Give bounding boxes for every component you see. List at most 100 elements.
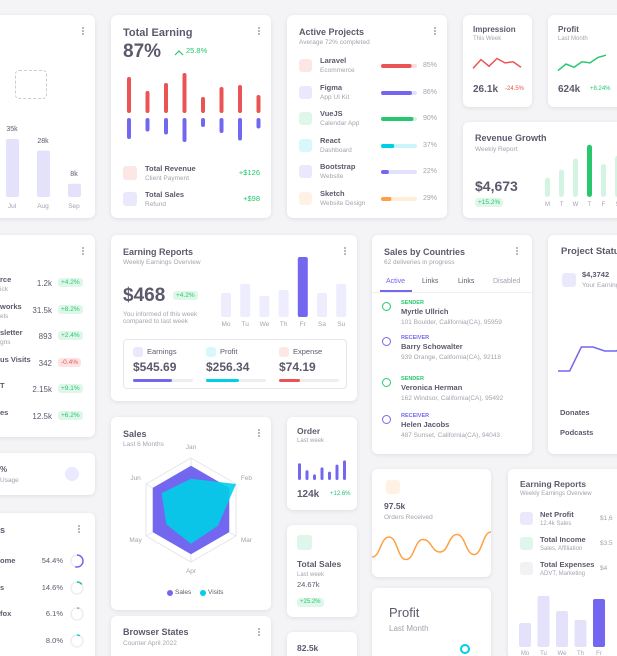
menu-dot (258, 634, 260, 636)
chart (381, 196, 417, 201)
text: We (259, 321, 270, 328)
text: Tu (241, 321, 249, 328)
text: Sales (123, 429, 147, 439)
text: 6.1% (45, 609, 63, 618)
progress (381, 170, 389, 174)
text: Myrtle Ullrich (401, 307, 449, 316)
text: 162 Windsor, California(CA), 95492 (401, 395, 504, 402)
bar (519, 623, 531, 647)
text: Apr (185, 568, 197, 575)
bar (336, 284, 347, 317)
text: Bootstrap (320, 162, 356, 171)
text: 22% (422, 168, 437, 175)
menu-dot (82, 250, 84, 252)
bar (313, 474, 316, 480)
line (372, 531, 491, 561)
text: 8k (70, 170, 78, 178)
bar (556, 611, 568, 647)
menu-dot (516, 247, 518, 249)
icon (123, 166, 137, 180)
text: Sales, Affiliation (540, 546, 583, 552)
text: 54.4% (41, 556, 63, 565)
timeline-dot (382, 378, 391, 387)
icon (386, 480, 400, 494)
line (557, 54, 607, 72)
text: We (557, 651, 567, 656)
bar-down (182, 118, 187, 142)
order-card: Order Last week 124k +12.6% (287, 417, 357, 510)
tab: Disabled (493, 278, 521, 285)
text: Usage (0, 477, 19, 484)
text: Barry Schowalter (401, 342, 463, 351)
bar (305, 470, 309, 480)
text: Profit (558, 25, 579, 34)
text: React (320, 135, 341, 145)
menu-dot (78, 528, 80, 530)
text: This Week (473, 36, 502, 42)
bar-down (127, 118, 131, 139)
text: sletter (0, 328, 23, 337)
text: Expense (293, 347, 323, 356)
ring (70, 633, 84, 648)
bar (298, 463, 301, 480)
text: 101 Boulder, California(CA), 95959 (401, 319, 502, 326)
bar (559, 169, 564, 197)
line (558, 346, 617, 372)
line (472, 57, 522, 69)
text: Last Month (558, 36, 588, 42)
icon (279, 347, 289, 357)
ring (70, 554, 84, 568)
chart (381, 90, 417, 95)
sales-countries-card: Sales by Countries 62 deliveries in progr… (372, 235, 532, 454)
text: VueJS (320, 109, 343, 118)
orders-received-card: 97.5k Orders Received (372, 469, 491, 577)
menu-dot (258, 27, 260, 29)
small-stat-card: 82.5k (287, 632, 357, 656)
text: 31.5k (32, 305, 52, 315)
text: 342 (38, 358, 52, 368)
text: T (587, 202, 592, 208)
chart (472, 57, 522, 69)
bars-card: 35k Jul 28k Aug 8k Sep (0, 15, 95, 218)
total-earning-card: Total Earning 87% 25.8% Total Revenue Client… (111, 15, 271, 218)
progress (381, 117, 414, 121)
text: Total Earning (123, 27, 193, 39)
chart (558, 346, 617, 372)
menu-dot (258, 432, 260, 434)
icon (299, 85, 312, 99)
text: Weekly Report (475, 146, 518, 153)
text: RECEIVER (401, 413, 430, 419)
text: SENDER (401, 376, 424, 382)
chart (145, 457, 237, 563)
bar (587, 144, 592, 197)
text: Order (297, 426, 321, 436)
text: 82.5k (297, 643, 319, 653)
bar (317, 293, 327, 317)
bar-down (145, 118, 150, 132)
radar-area (161, 478, 237, 544)
menu-dot (258, 628, 260, 630)
text: $256.34 (206, 360, 250, 374)
text: 624k (558, 84, 581, 95)
progress (381, 64, 412, 68)
text: works (0, 301, 22, 311)
progress (381, 90, 412, 95)
text: May (129, 537, 142, 544)
text: 14.6% (41, 582, 63, 592)
text: 86% (422, 88, 437, 96)
text: Website (320, 173, 344, 180)
text: Counter April 2022 (123, 640, 177, 647)
bar (601, 164, 606, 197)
menu-dot (434, 27, 436, 29)
text: $468 (123, 285, 166, 306)
icon (299, 191, 312, 205)
sales-radar-card: Sales Last 6 Months Jan Feb Mar Apr May Jun Sale… (111, 417, 271, 610)
chart (6, 139, 81, 197)
text: Your Earnings (582, 282, 617, 289)
text: 26.1k (473, 84, 499, 95)
text: Mo (520, 651, 530, 656)
active-projects-card: Active Projects Average 72% completed Lara… (287, 15, 447, 218)
text: Total Expenses (540, 560, 595, 569)
bar (335, 464, 339, 480)
